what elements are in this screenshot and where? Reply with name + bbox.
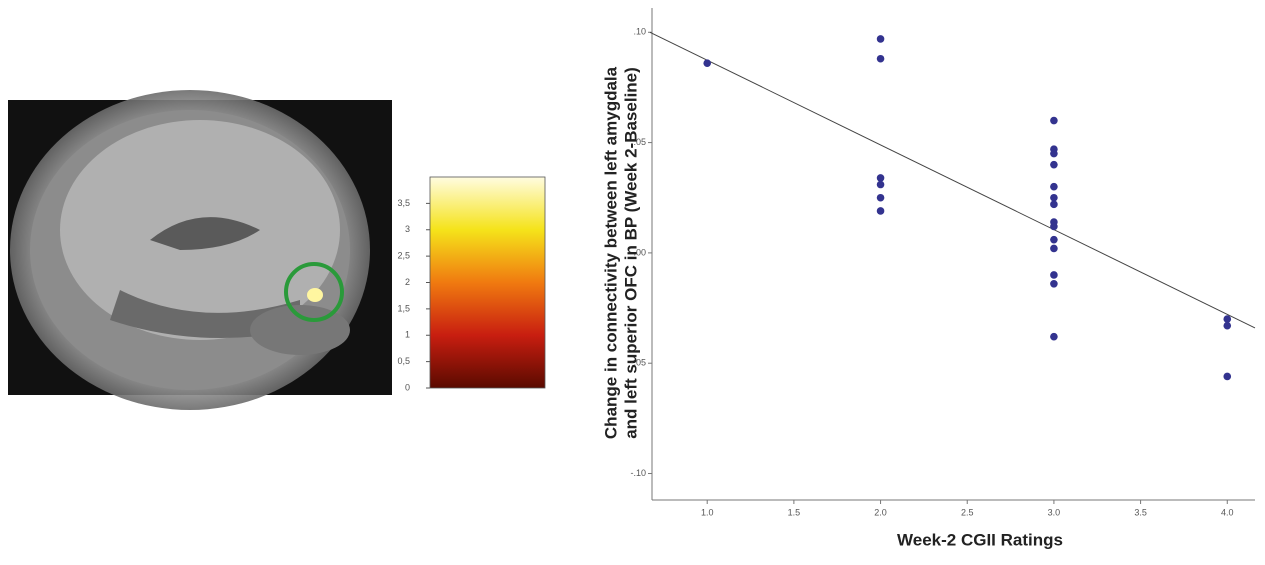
point <box>1223 315 1231 323</box>
x-tick-label: 4.0 <box>1221 507 1234 517</box>
point <box>1050 117 1058 125</box>
point <box>1050 150 1058 158</box>
x-tick-label: 1.0 <box>701 507 714 517</box>
point <box>1050 194 1058 202</box>
colorbar-tick-label: 1 <box>405 330 410 340</box>
point <box>877 35 885 43</box>
x-tick-label: 2.5 <box>961 507 974 517</box>
y-tick-label: .05 <box>633 137 646 147</box>
x-tick-label: 2.0 <box>874 507 887 517</box>
point <box>877 181 885 189</box>
point <box>1223 373 1231 381</box>
x-axis-title: Week-2 CGII Ratings <box>897 530 1063 549</box>
point <box>1050 333 1058 341</box>
colorbar-tick-label: 3,5 <box>397 198 410 208</box>
point <box>877 55 885 63</box>
brain-image <box>8 90 392 410</box>
colorbar-tick-label: 2,5 <box>397 251 410 261</box>
x-tick-label: 3.0 <box>1048 507 1061 517</box>
point <box>1050 183 1058 191</box>
fit-line <box>650 32 1255 328</box>
figure: Week-2 CGII Ratings Change in connectivi… <box>0 0 1265 560</box>
point <box>703 59 711 67</box>
point <box>1050 280 1058 288</box>
point <box>1050 201 1058 209</box>
point <box>1223 322 1231 330</box>
colorbar-tick-label: 0 <box>405 382 410 392</box>
y-tick-label: -.05 <box>630 358 646 368</box>
x-tick-label: 1.5 <box>788 507 801 517</box>
point <box>1050 161 1058 169</box>
point <box>877 194 885 202</box>
y-tick-label: .00 <box>633 247 646 257</box>
point <box>1050 236 1058 244</box>
point <box>877 207 885 215</box>
point <box>1050 271 1058 279</box>
x-tick-label: 3.5 <box>1134 507 1147 517</box>
point <box>1050 245 1058 253</box>
colorbar-tick-label: 2 <box>405 277 410 287</box>
page: Week-2 CGII Ratings Change in connectivi… <box>0 0 1265 565</box>
colorbar <box>430 177 545 388</box>
y-tick-label: .10 <box>633 27 646 37</box>
point <box>1050 223 1058 231</box>
colorbar-tick-label: 0,5 <box>397 356 410 366</box>
y-axis-title: Change in connectivity between left amyg… <box>601 66 620 439</box>
colorbar-tick-label: 1,5 <box>397 303 410 313</box>
colorbar-tick-label: 3 <box>405 224 410 234</box>
y-tick-label: -.10 <box>630 468 646 478</box>
point <box>877 174 885 182</box>
